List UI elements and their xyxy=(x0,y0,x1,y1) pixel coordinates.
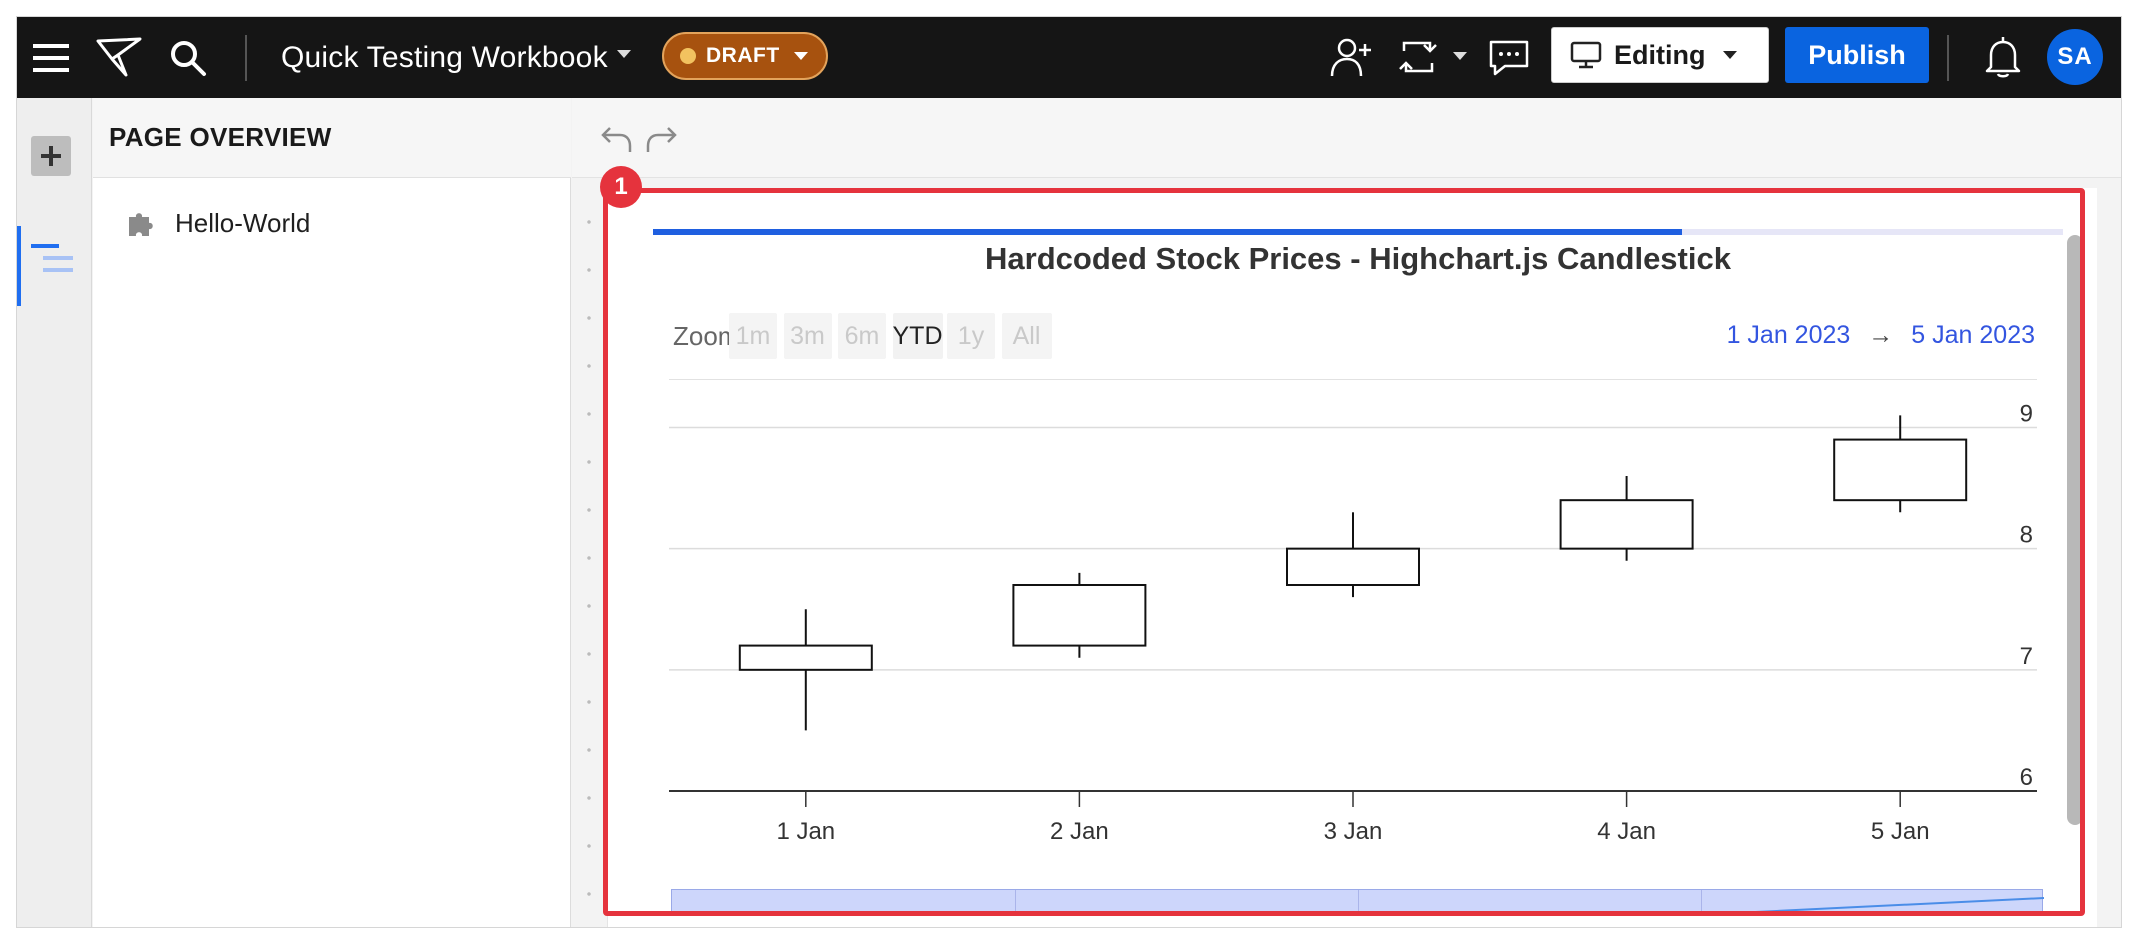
x-tick-label: 2 Jan xyxy=(1050,818,1109,845)
chart-card[interactable]: Hardcoded Stock Prices - Highchart.js Ca… xyxy=(653,229,2063,913)
zoom-button-ytd[interactable]: YTD xyxy=(892,313,943,359)
range-from-input[interactable]: 1 Jan 2023 xyxy=(1726,321,1851,349)
bell-icon[interactable] xyxy=(1979,33,2027,81)
x-tick-label: 4 Jan xyxy=(1597,818,1656,845)
navigator-series-line xyxy=(1713,897,2044,913)
zoom-button-all[interactable]: All xyxy=(1001,313,1052,359)
x-tick-label: 5 Jan xyxy=(1871,818,1930,845)
loading-progress-track xyxy=(653,229,2063,235)
y-tick-label: 9 xyxy=(2020,400,2033,427)
swap-icon[interactable] xyxy=(1393,33,1443,81)
range-arrow: → xyxy=(1868,321,1894,349)
app-frame: Quick Testing Workbook DRAFT Editing Pub… xyxy=(16,16,2122,928)
x-tick-label: 3 Jan xyxy=(1324,818,1383,845)
canvas-toolbar xyxy=(572,98,2121,178)
y-tick-label: 6 xyxy=(2020,764,2033,791)
toolbar-divider xyxy=(245,35,247,81)
menu-icon[interactable] xyxy=(33,39,71,77)
chevron-down-icon[interactable] xyxy=(1453,52,1467,60)
toolbar-divider xyxy=(1947,35,1949,81)
candlestick-chart: 6 7 8 9 1 Jan 2 Jan 3 Jan 4 Jan 5 Jan xyxy=(669,379,2037,845)
page-overview-heading: PAGE OVERVIEW xyxy=(93,98,571,178)
loading-progress-fill xyxy=(653,229,1683,235)
comment-icon[interactable] xyxy=(1485,35,1533,81)
navigator-bar[interactable] xyxy=(671,889,2044,913)
search-icon[interactable] xyxy=(167,37,209,79)
add-icon[interactable] xyxy=(31,136,71,176)
y-tick-label: 8 xyxy=(2020,522,2033,549)
candle-body xyxy=(1833,438,1968,502)
navigator-divider xyxy=(1358,890,1359,913)
candle-body xyxy=(1012,584,1147,647)
page-overview-panel: PAGE OVERVIEW Hello-World xyxy=(93,98,571,927)
grid-dots xyxy=(586,198,592,918)
draft-status-button[interactable]: DRAFT xyxy=(662,32,828,80)
zoom-button-1y[interactable]: 1y xyxy=(947,313,995,359)
navigator-divider xyxy=(1701,890,1702,913)
chart-title: Hardcoded Stock Prices - Highchart.js Ca… xyxy=(985,241,1731,276)
chevron-down-icon xyxy=(1723,51,1738,59)
page-item-hello-world[interactable]: Hello-World xyxy=(93,198,571,248)
chevron-down-icon[interactable] xyxy=(617,50,631,58)
chevron-down-icon xyxy=(793,52,808,60)
selection-badge: 1 xyxy=(600,166,642,208)
editing-label: Editing xyxy=(1614,39,1706,70)
navigator-divider xyxy=(1015,890,1016,913)
draft-label: DRAFT xyxy=(706,44,780,67)
redo-icon[interactable] xyxy=(644,122,678,156)
rail-active-indicator xyxy=(17,226,21,306)
sigma-logo-icon[interactable] xyxy=(95,35,143,79)
editing-mode-button[interactable]: Editing xyxy=(1551,27,1769,83)
zoom-button-6m[interactable]: 6m xyxy=(838,313,886,359)
avatar[interactable]: SA xyxy=(2047,29,2103,85)
monitor-icon xyxy=(1570,41,1602,69)
zoom-label: Zoom xyxy=(673,321,740,351)
workbook-title[interactable]: Quick Testing Workbook xyxy=(281,41,608,74)
top-bar: Quick Testing Workbook DRAFT Editing Pub… xyxy=(17,17,2121,98)
candle-body xyxy=(738,644,873,671)
left-rail xyxy=(17,98,92,927)
vertical-scrollbar[interactable] xyxy=(2067,235,2083,825)
zoom-button-3m[interactable]: 3m xyxy=(783,313,832,359)
page-item-label: Hello-World xyxy=(175,207,311,238)
zoom-button-1m[interactable]: 1m xyxy=(729,313,777,359)
candle-body xyxy=(1286,547,1420,587)
range-to-input[interactable]: 5 Jan 2023 xyxy=(1911,321,2035,349)
puzzle-icon xyxy=(129,213,153,236)
y-tick-label: 7 xyxy=(2020,643,2033,670)
candle-body xyxy=(1559,499,1694,550)
selection-highlight xyxy=(603,188,2085,916)
pages-list-icon[interactable] xyxy=(29,238,75,288)
publish-button[interactable]: Publish xyxy=(1785,27,1929,83)
share-user-icon[interactable] xyxy=(1327,33,1375,81)
x-tick-label: 1 Jan xyxy=(776,818,835,845)
date-range: 1 Jan 2023 → 5 Jan 2023 xyxy=(1727,321,2035,350)
status-dot-icon xyxy=(680,48,696,64)
undo-icon[interactable] xyxy=(600,122,634,156)
